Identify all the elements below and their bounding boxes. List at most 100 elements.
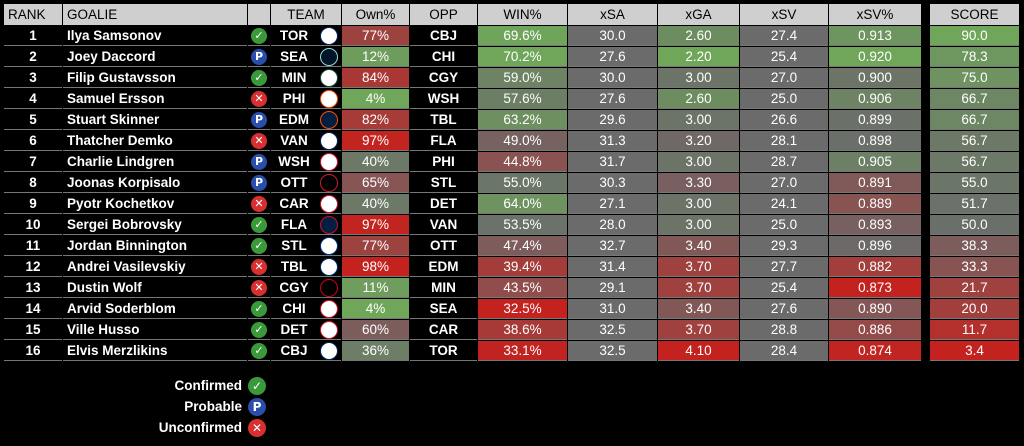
cell-rank: 11 [4,236,62,256]
blackhawks-logo-icon [320,300,338,318]
unconfirmed-status-icon: ✕ [251,280,267,296]
header-xga: xGA [658,4,739,25]
cell-win: 69.6% [478,26,567,46]
cell-status: ✓ [248,320,270,340]
table-row: 11 Jordan Binnington ✓ STL 77% OTT 47.4% 32.7 3.… [0,236,1024,257]
unconfirmed-status-icon: ✕ [251,259,267,275]
cell-rank: 10 [4,215,62,235]
cell-xga: 3.70 [658,320,739,340]
cell-team: CHI [271,299,317,319]
confirmed-status-icon: ✓ [251,301,267,317]
confirmed-status-icon: ✓ [251,343,267,359]
senators-logo-icon [320,174,338,192]
cell-xsa: 32.5 [568,341,657,361]
cell-win: 44.8% [478,152,567,172]
cell-own: 97% [342,131,409,151]
cell-xga: 2.20 [658,47,739,67]
table-row: 2 Joey Daccord P SEA 12% CHI 70.2% 27.6 2.20 25.4… [0,47,1024,68]
cell-xsv: 28.4 [740,341,828,361]
cell-xsvp: 0.891 [829,173,921,193]
cell-score: 11.7 [930,320,1019,340]
probable-status-icon: P [251,175,267,191]
cell-xsv: 25.4 [740,47,828,67]
lightning-logo-icon [320,258,338,276]
cell-xga: 2.60 [658,89,739,109]
cell-logo [317,320,341,340]
unconfirmed-status-icon: ✕ [251,91,267,107]
cell-win: 63.2% [478,110,567,130]
cell-xga: 3.00 [658,152,739,172]
cell-goalie: Joey Daccord [63,47,247,67]
cell-xsvp: 0.890 [829,299,921,319]
cell-xga: 2.60 [658,26,739,46]
cell-score: 66.7 [930,89,1019,109]
cell-team: OTT [271,173,317,193]
legend-probable-icon: P [248,398,266,416]
cell-team: TBL [271,257,317,277]
cell-rank: 8 [4,173,62,193]
confirmed-status-icon: ✓ [251,322,267,338]
cell-rank: 6 [4,131,62,151]
flyers-logo-icon [320,90,338,108]
cell-status: ✕ [248,194,270,214]
cell-score: 78.3 [930,47,1019,67]
cell-goalie: Samuel Ersson [63,89,247,109]
probable-status-icon: P [251,112,267,128]
cell-xsvp: 0.893 [829,215,921,235]
cell-team: CBJ [271,341,317,361]
cell-own: 40% [342,152,409,172]
cell-xsvp: 0.874 [829,341,921,361]
cell-goalie: Dustin Wolf [63,278,247,298]
cell-own: 40% [342,194,409,214]
cell-xsa: 28.0 [568,215,657,235]
cell-goalie: Ilya Samsonov [63,26,247,46]
cell-logo [317,173,341,193]
cell-status: ✓ [248,26,270,46]
cell-xga: 4.10 [658,341,739,361]
cell-team: FLA [271,215,317,235]
cell-status: ✕ [248,278,270,298]
cell-rank: 14 [4,299,62,319]
cell-rank: 15 [4,320,62,340]
cell-rank: 3 [4,68,62,88]
cell-status: ✕ [248,257,270,277]
cell-goalie: Stuart Skinner [63,110,247,130]
header-goalie: GOALIE [63,4,247,25]
cell-goalie: Arvid Soderblom [63,299,247,319]
legend-confirmed-label: Confirmed [174,378,243,393]
blues-logo-icon [320,237,338,255]
cell-xsvp: 0.920 [829,47,921,67]
cell-logo [317,236,341,256]
cell-status: ✕ [248,89,270,109]
cell-xsa: 31.3 [568,131,657,151]
cell-xsvp: 0.905 [829,152,921,172]
cell-opp: DET [410,194,477,214]
legend-probable-label: Probable [184,399,242,414]
cell-opp: EDM [410,257,477,277]
cell-goalie: Andrei Vasilevskiy [63,257,247,277]
cell-status: P [248,47,270,67]
cell-xga: 3.40 [658,299,739,319]
cell-xsvp: 0.898 [829,131,921,151]
cell-xsvp: 0.882 [829,257,921,277]
table-row: 5 Stuart Skinner P EDM 82% TBL 63.2% 29.6 3.00 26… [0,110,1024,131]
red-wings-logo-icon [320,321,338,339]
cell-own: 77% [342,26,409,46]
cell-xsa: 27.6 [568,89,657,109]
cell-team: CAR [271,194,317,214]
cell-score: 55.0 [930,173,1019,193]
cell-xsv: 27.7 [740,257,828,277]
header-xsa: xSA [568,4,657,25]
canucks-logo-icon [320,132,338,150]
header-score: SCORE [930,4,1019,25]
oilers-logo-icon [320,111,338,129]
kraken-logo-icon [320,48,338,66]
cell-win: 39.4% [478,257,567,277]
cell-xsa: 27.6 [568,47,657,67]
cell-team: TOR [271,26,317,46]
maple-leaf-logo-icon [320,27,338,45]
cell-logo [317,131,341,151]
cell-team: DET [271,320,317,340]
cell-score: 38.3 [930,236,1019,256]
table-row: 7 Charlie Lindgren P WSH 40% PHI 44.8% 31.7 3.00… [0,152,1024,173]
